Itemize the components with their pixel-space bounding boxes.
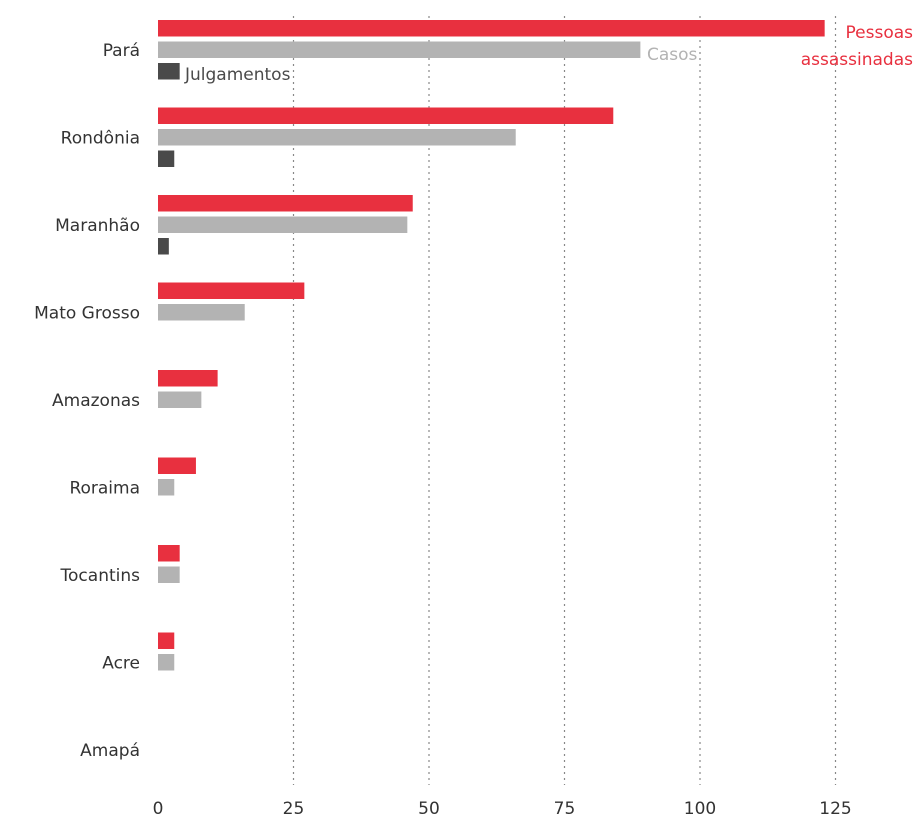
bar-casos-acre (158, 654, 175, 671)
x-tick-50: 50 (418, 799, 440, 819)
bar-pessoas-assassinadas-amazonas (158, 370, 218, 387)
bar-julgamentos-maranhao (158, 238, 169, 255)
bar-casos-rondonia (158, 129, 516, 146)
bar-pessoas-assassinadas-maranhao (158, 195, 413, 212)
bar-pessoas-assassinadas-para (158, 20, 825, 37)
category-label-amazonas: Amazonas (52, 391, 140, 411)
bar-pessoas-assassinadas-roraima (158, 457, 196, 474)
bar-casos-amazonas (158, 391, 202, 408)
bars (158, 20, 825, 671)
bar-pessoas-assassinadas-rondonia (158, 107, 614, 124)
bar-casos-para (158, 41, 641, 58)
bar-pessoas-assassinadas-mato-grosso (158, 282, 305, 299)
bar-casos-tocantins (158, 566, 180, 583)
bar-pessoas-assassinadas-tocantins (158, 545, 180, 562)
bar-julgamentos-para (158, 63, 180, 80)
bar-casos-mato-grosso (158, 304, 245, 321)
x-tick-75: 75 (554, 799, 576, 819)
category-label-maranhao: Maranhão (55, 216, 140, 236)
legend-label-casos: Casos (647, 45, 698, 65)
legend-label-line: Pessoas (846, 23, 914, 43)
legend-label-julgamentos: Julgamentos (184, 65, 291, 85)
category-label-mato-grosso: Mato Grosso (34, 303, 140, 323)
legend-labels: Pessoas assassinadas Casos Julgamentos (184, 23, 913, 85)
category-label-amapa: Amapá (80, 741, 140, 761)
bar-casos-roraima (158, 479, 175, 496)
category-label-roraima: Roraima (69, 478, 140, 498)
x-tick-100: 100 (684, 799, 716, 819)
category-label-tocantins: Tocantins (60, 566, 141, 586)
category-label-acre: Acre (102, 653, 140, 673)
bar-julgamentos-rondonia (158, 150, 175, 167)
x-tick-125: 125 (819, 799, 851, 819)
category-label-rondonia: Rondônia (61, 128, 140, 148)
category-label-para: Pará (103, 41, 140, 61)
legend-label-line: Casos (647, 45, 698, 65)
x-tick-0: 0 (153, 799, 164, 819)
legend-label-line: assassinadas (801, 50, 913, 70)
bar-casos-maranhao (158, 216, 408, 233)
x-tick-labels: 0 25 50 75 100 125 (153, 799, 852, 819)
category-labels: Pará Rondônia Maranhão Mato Grosso Amazonas R… (34, 41, 140, 761)
x-tick-25: 25 (283, 799, 305, 819)
grid-lines (292, 16, 837, 785)
legend-label-pessoas-assassinadas: Pessoas assassinadas (801, 23, 913, 70)
bar-pessoas-assassinadas-acre (158, 632, 175, 649)
legend-label-line: Julgamentos (184, 65, 291, 85)
